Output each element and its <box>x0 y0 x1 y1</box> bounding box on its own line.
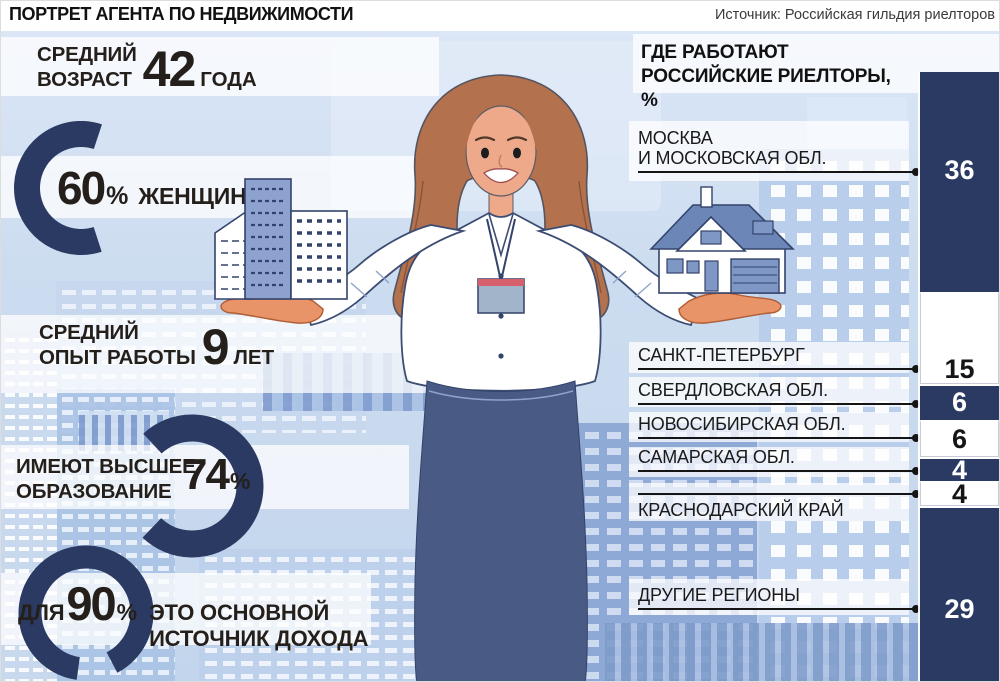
donut-arc <box>14 121 148 255</box>
badge <box>477 278 525 314</box>
region-row-other: ДРУГИЕ РЕГИОНЫ <box>638 585 920 613</box>
highlight-band <box>1 315 431 393</box>
stat-women: 60 % ЖЕНЩИНЫ <box>57 162 269 214</box>
stat-value: 90 <box>66 577 116 630</box>
bar-segment: 6 <box>920 420 999 457</box>
leader-dot <box>912 490 920 498</box>
stat-experience: СРЕДНИЙ ОПЫТ РАБОТЫ 9 ЛЕТ <box>39 319 275 376</box>
header-bar: ПОРТРЕТ АГЕНТА ПО НЕДВИЖИМОСТИ Источник:… <box>1 1 999 31</box>
bar-segment: 15 <box>920 291 999 384</box>
region-row-sverdlovsk: СВЕРДЛОВСКАЯ ОБЛ. <box>638 380 920 408</box>
collar <box>488 213 514 258</box>
percent-sign: % <box>229 468 251 494</box>
leader-line <box>638 168 920 176</box>
leader-line <box>638 400 920 408</box>
badge-stripe <box>478 279 524 286</box>
bar-segment-value: 4 <box>951 478 968 509</box>
stacked-bar: 36 15 6 6 4 4 29 <box>918 72 999 681</box>
bar-segment: 4 <box>920 478 999 509</box>
region-row-krasnodar: КРАСНОДАРСКИЙ КРАЙ <box>638 490 920 520</box>
highlight-band <box>629 342 909 373</box>
region-row-spb: САНКТ-ПЕТЕРБУРГ <box>638 345 920 373</box>
infographic-canvas: СРЕДНИЙ ВОЗРАСТ 42 ГОДА 60 % ЖЕНЩИНЫ СРЕ… <box>1 31 999 681</box>
leader-dot <box>912 605 920 613</box>
stat-label: СРЕДНИЙ ОПЫТ РАБОТЫ <box>39 321 196 369</box>
stat-value: 42 <box>142 41 197 98</box>
percent-sign: % <box>106 182 129 210</box>
lanyard <box>486 218 516 282</box>
bar-segment-value: 29 <box>944 593 975 624</box>
stat-education-value: 74 % <box>183 450 251 499</box>
highlight-band <box>629 377 909 407</box>
highlight-band <box>629 447 909 477</box>
stat-value: 9 <box>201 319 230 376</box>
source-credit: Источник: Российская гильдия риелторов <box>714 7 995 23</box>
button <box>498 273 504 279</box>
bar-segment: 6 <box>920 383 999 421</box>
stat-label: ЖЕНЩИНЫ <box>138 183 269 209</box>
donut-arc <box>18 545 154 681</box>
region-label: ДРУГИЕ РЕГИОНЫ <box>638 585 800 606</box>
sleeve-folds <box>612 270 652 298</box>
region-label: КРАСНОДАРСКИЙ КРАЙ <box>638 500 844 520</box>
leader-line <box>638 434 920 442</box>
women-donut-chart <box>14 121 148 255</box>
stat-average-age: СРЕДНИЙ ВОЗРАСТ 42 ГОДА <box>37 41 257 98</box>
donut-arc <box>120 414 264 558</box>
highlight-band <box>1 156 421 218</box>
region-row-novosibirsk: НОВОСИБИРСКАЯ ОБЛ. <box>638 414 920 442</box>
leader-line <box>638 605 920 613</box>
leader-dot <box>912 434 920 442</box>
stat-label: ИМЕЮТ ВЫСШЕЕ ОБРАЗОВАНИЕ <box>16 455 196 503</box>
button <box>498 353 504 359</box>
income-donut-chart <box>18 545 154 681</box>
right-sleeve <box>535 224 701 327</box>
region-label: НОВОСИБИРСКАЯ ОБЛ. <box>638 414 846 435</box>
stat-unit: ЛЕТ <box>233 346 275 370</box>
stat-unit: ГОДА <box>200 68 257 92</box>
stat-label: ЭТО ОСНОВНОЙ ИСТОЧНИК ДОХОДА <box>149 600 369 652</box>
highlight-band <box>629 483 909 521</box>
bar-segment-value: 6 <box>951 423 968 454</box>
region-row-moscow: МОСКВА И МОСКОВСКАЯ ОБЛ. <box>638 128 920 176</box>
bar-segment-value: 6 <box>951 387 968 418</box>
region-label: СВЕРДЛОВСКАЯ ОБЛ. <box>638 380 828 401</box>
region-label: МОСКВА И МОСКОВСКАЯ ОБЛ. <box>638 127 827 169</box>
chart-title: ГДЕ РАБОТАЮТ РОССИЙСКИЕ РИЕЛТОРЫ, % <box>641 42 891 111</box>
bar-segment: 29 <box>920 505 999 681</box>
stat-label: СРЕДНИЙ ВОЗРАСТ <box>37 43 137 91</box>
leader-dot <box>912 168 920 176</box>
highlight-band <box>1 573 371 645</box>
stat-prefix: ДЛЯ <box>18 600 65 625</box>
highlight-band <box>1 445 409 509</box>
bar-segment: 4 <box>920 454 999 485</box>
stat-value: 60 <box>57 162 106 214</box>
bar-segment: 36 <box>920 72 999 292</box>
leader-line <box>638 365 920 373</box>
waistband <box>428 390 574 401</box>
bar-segment-value: 4 <box>951 454 968 485</box>
leader-dot <box>912 467 920 475</box>
region-row-samara: САМАРСКАЯ ОБЛ. <box>638 447 920 475</box>
page-title: ПОРТРЕТ АГЕНТА ПО НЕДВИЖИМОСТИ <box>9 4 354 24</box>
leader-dot <box>912 365 920 373</box>
stat-income: ДЛЯ 90 % ЭТО ОСНОВНОЙ ИСТОЧНИК ДОХОДА <box>18 577 369 653</box>
region-label: САНКТ-ПЕТЕРБУРГ <box>638 345 805 366</box>
percent-sign: % <box>116 599 138 625</box>
button <box>498 313 504 319</box>
stat-education: ИМЕЮТ ВЫСШЕЕ ОБРАЗОВАНИЕ <box>16 455 196 504</box>
highlight-band <box>1 37 439 96</box>
education-donut-chart <box>120 414 264 558</box>
region-label: САМАРСКАЯ ОБЛ. <box>638 447 795 468</box>
bar-segment-value: 15 <box>944 353 975 384</box>
stat-value: 74 <box>183 450 230 499</box>
leader-line <box>638 490 920 498</box>
leader-line <box>638 467 920 475</box>
leader-dot <box>912 400 920 408</box>
bar-segment-value: 36 <box>944 155 975 185</box>
